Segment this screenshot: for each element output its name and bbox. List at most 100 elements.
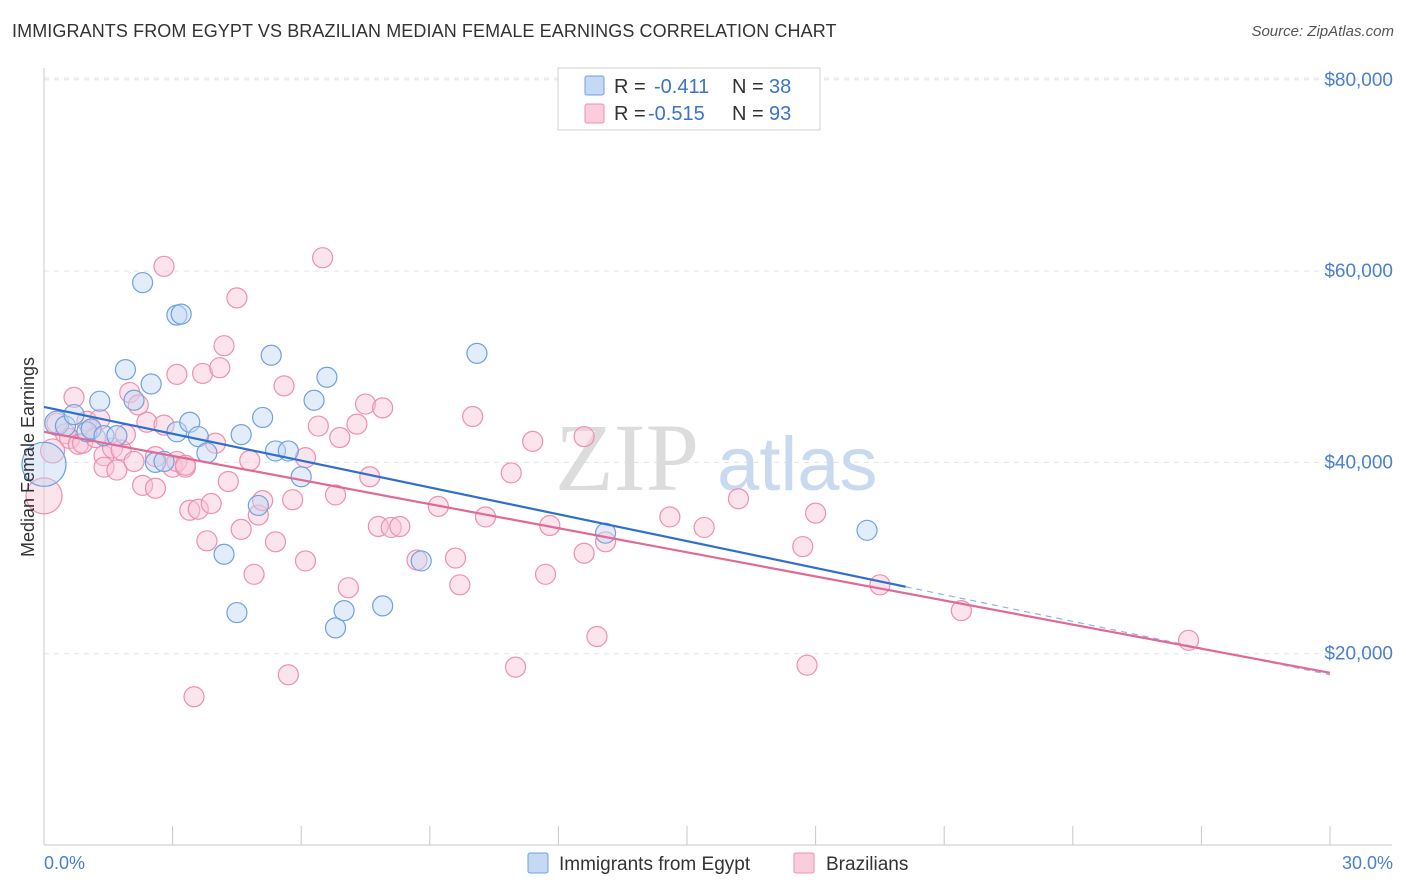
bottom-legend-swatch-egypt	[527, 852, 549, 874]
brazil-point	[796, 654, 818, 676]
brazil-point	[573, 425, 595, 448]
brazil-point	[144, 477, 167, 499]
egypt-point	[260, 344, 282, 366]
brazil-point	[239, 449, 261, 472]
legend-swatch-egypt	[584, 75, 605, 96]
legend-n-label-egypt: N =	[732, 76, 764, 98]
y-tick-labels: $20,000 $40,000 $60,000 $80,000	[1324, 70, 1393, 665]
brazil-point	[25, 477, 63, 515]
brazil-point	[183, 686, 205, 708]
brazil-point	[372, 397, 394, 419]
egypt-point	[856, 519, 878, 541]
trend-lines	[43, 405, 1331, 676]
egypt-point	[93, 425, 115, 447]
legend-r-label-brazil: R =	[614, 103, 646, 125]
brazil-point	[192, 362, 214, 385]
egypt-point	[466, 342, 488, 364]
brazil-point	[307, 415, 329, 437]
brazil-point	[243, 563, 265, 585]
brazil-point	[282, 489, 304, 511]
brazil-point	[534, 563, 557, 585]
brazil-point	[324, 484, 347, 506]
egypt-point	[316, 366, 338, 388]
egypt-point	[89, 390, 111, 412]
brazil-point	[659, 506, 681, 528]
egypt-point	[230, 424, 252, 446]
x-tick-label-1: 30.0%	[1342, 853, 1393, 873]
brazil-point	[869, 574, 891, 596]
brazil-point	[449, 574, 471, 596]
egypt-point	[213, 543, 235, 565]
egypt-point	[114, 359, 137, 381]
brazil-point	[131, 474, 154, 496]
brazil-point	[389, 515, 411, 538]
brazil-point	[264, 531, 287, 553]
egypt-trend-line	[43, 405, 906, 588]
brazil-point	[444, 547, 467, 569]
brazil-point	[337, 577, 359, 599]
egypt-point	[80, 418, 102, 440]
brazil-point	[226, 287, 248, 309]
bottom-legend-label-egypt: Immigrants from Egypt	[559, 854, 751, 875]
x-tick-label-0: 0.0%	[44, 853, 85, 873]
brazil-point	[504, 656, 527, 678]
y-tick-label-1: $40,000	[1324, 452, 1393, 473]
legend-top: R = -0.411 N = 38 R = -0.515 N = 93	[557, 67, 821, 131]
brazil-point	[213, 335, 235, 357]
egypt-point	[106, 425, 128, 447]
brazil-point	[586, 625, 608, 648]
brazil-point	[123, 450, 145, 473]
brazil-point	[380, 516, 402, 539]
watermark: ZIP atlas	[555, 404, 878, 511]
brazil-point	[217, 470, 239, 493]
egypt-point	[247, 494, 269, 517]
y-tick-label-2: $60,000	[1324, 261, 1393, 282]
brazil-point	[522, 430, 544, 452]
egypt-point	[153, 450, 175, 473]
y-tick-label-0: $20,000	[1324, 644, 1393, 665]
egypt-point	[252, 406, 274, 429]
brazil-point	[462, 405, 484, 428]
egypt-point	[372, 595, 394, 617]
legend-n-value-egypt: 38	[769, 76, 791, 98]
legend-r-label-egypt: R =	[614, 76, 646, 98]
x-tick-labels: 0.0% 30.0%	[44, 853, 1393, 873]
brazil-point	[804, 502, 827, 524]
egypt-point	[170, 303, 192, 325]
brazil-point	[727, 488, 750, 510]
egypt-point	[333, 600, 355, 622]
brazil-point	[792, 535, 814, 558]
y-tick-label-3: $80,000	[1324, 70, 1393, 91]
bottom-legend-swatch-brazil	[793, 852, 815, 874]
egypt-point	[123, 389, 145, 411]
brazil-point	[153, 255, 175, 277]
legend-bottom: Immigrants from Egypt Brazilians	[527, 852, 908, 875]
egypt-point	[131, 271, 154, 294]
egypt-point	[140, 373, 162, 395]
egypt-point	[303, 389, 325, 411]
brazil-point	[273, 375, 295, 397]
brazil-point	[500, 462, 522, 484]
brazil-point	[329, 426, 351, 449]
brazil-point	[573, 542, 595, 564]
egypt-point	[21, 441, 67, 487]
brazil-point	[693, 516, 715, 539]
brazil-point	[93, 456, 115, 478]
brazil-point	[354, 393, 377, 415]
egypt-point	[290, 466, 312, 488]
bottom-legend-label-brazil: Brazilians	[826, 854, 908, 875]
egypt-series	[21, 271, 878, 639]
brazil-point	[230, 518, 252, 540]
brazil-point	[196, 530, 218, 552]
legend-n-value-brazil: 93	[769, 103, 791, 125]
brazil-point	[166, 363, 188, 386]
brazil-point	[346, 413, 368, 435]
legend-swatch-brazil	[584, 103, 605, 124]
brazil-series	[25, 247, 1200, 708]
brazil-point	[63, 386, 85, 408]
egypt-point	[324, 617, 347, 639]
watermark-zip: ZIP	[555, 404, 699, 511]
egypt-point	[196, 442, 218, 464]
brazil-point	[200, 492, 222, 515]
